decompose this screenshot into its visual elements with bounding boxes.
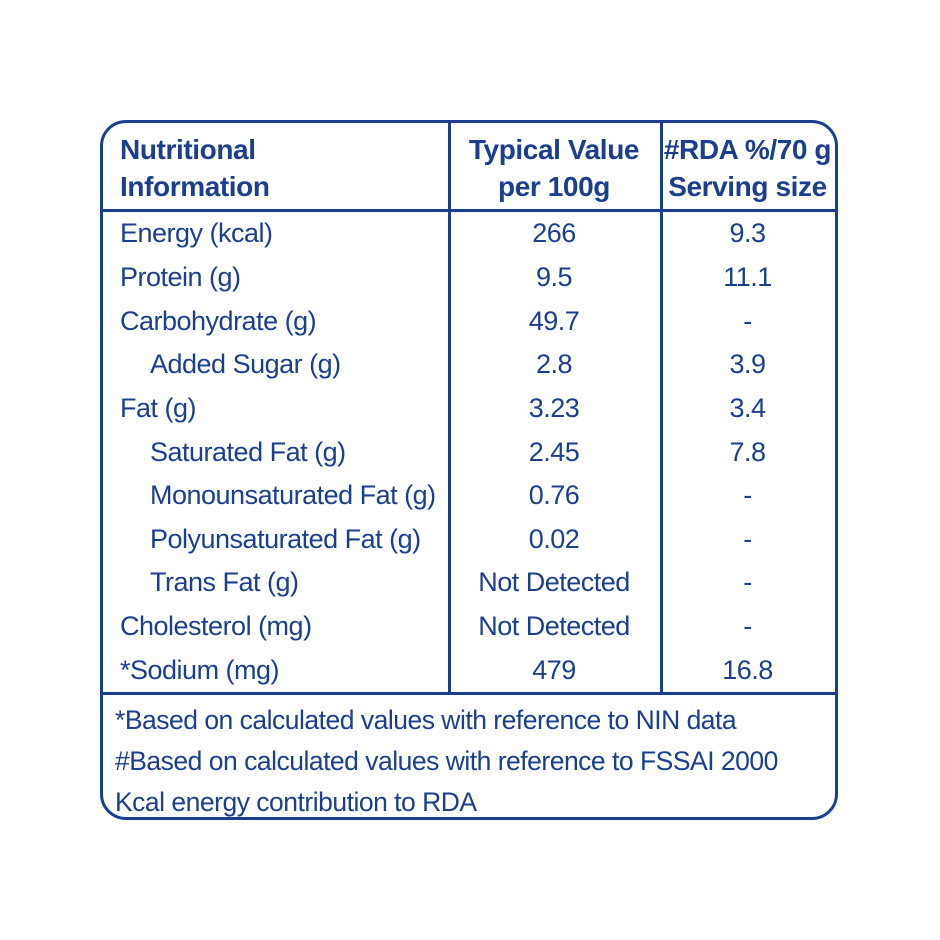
nutrient-label: Polyunsaturated Fat (g)	[150, 523, 421, 554]
nutrient-rda: 3.4	[729, 392, 766, 423]
nutrient-value: 479	[532, 654, 576, 685]
nutrient-value: 0.76	[528, 480, 580, 511]
nutrient-label: Cholesterol (mg)	[120, 611, 312, 642]
nutrient-value: 49.7	[528, 305, 580, 336]
nutrient-rda: 7.8	[729, 436, 766, 467]
nutrient-label: *Sodium (mg)	[120, 654, 280, 685]
nutrient-label: Trans Fat (g)	[150, 567, 299, 598]
nutrient-label: Added Sugar (g)	[150, 349, 341, 380]
table-row-energy: Energy (kcal) 266 9.3	[103, 212, 835, 256]
table-row-polyunsaturated-fat: Polyunsaturated Fat (g) 0.02 -	[103, 517, 835, 561]
header-nutritional-information: Nutritional Information	[120, 134, 270, 202]
column-divider	[660, 123, 663, 692]
nutrient-label: Energy (kcal)	[120, 218, 273, 249]
nutrient-rda: 11.1	[723, 261, 772, 292]
table-header-row: Nutritional Information Typical Value pe…	[103, 123, 835, 212]
table-row-fat: Fat (g) 3.23 3.4	[103, 387, 835, 431]
table-row-carbohydrate: Carbohydrate (g) 49.7 -	[103, 299, 835, 343]
nutrient-rda: -	[743, 523, 752, 554]
footnotes: *Based on calculated values with referen…	[103, 692, 835, 823]
footnote-nin: *Based on calculated values with referen…	[115, 705, 737, 735]
header-rda-serving: #RDA %/70 g Serving size	[663, 134, 832, 202]
nutrient-value: 9.5	[535, 261, 573, 292]
table-body: Energy (kcal) 266 9.3 Protein (g) 9.5 11…	[103, 212, 835, 692]
nutrient-label: Fat (g)	[120, 392, 197, 423]
nutrient-label: Carbohydrate (g)	[120, 305, 317, 336]
table-row-saturated-fat: Saturated Fat (g) 2.45 7.8	[103, 430, 835, 474]
nutrient-value: 3.23	[528, 392, 580, 423]
nutrient-label: Monounsaturated Fat (g)	[150, 480, 436, 511]
table-row-monounsaturated-fat: Monounsaturated Fat (g) 0.76 -	[103, 474, 835, 518]
header-typical-value: Typical Value per 100g	[468, 134, 640, 202]
nutrient-label: Saturated Fat (g)	[150, 436, 346, 467]
nutrient-rda: -	[743, 480, 752, 511]
table-row-added-sugar: Added Sugar (g) 2.8 3.9	[103, 343, 835, 387]
nutrient-rda: -	[743, 611, 752, 642]
nutrient-rda: 16.8	[722, 654, 773, 685]
nutrient-label: Protein (g)	[120, 261, 241, 292]
column-divider	[448, 123, 451, 692]
table-row-protein: Protein (g) 9.5 11.1	[103, 256, 835, 300]
nutrition-table: Nutritional Information Typical Value pe…	[100, 120, 838, 820]
nutrient-rda: 3.9	[729, 349, 766, 380]
nutrient-value: 2.45	[528, 436, 580, 467]
footnote-fssai: #Based on calculated values with referen…	[115, 746, 778, 817]
nutrient-value: 2.8	[535, 349, 573, 380]
nutrient-value: Not Detected	[478, 611, 630, 642]
nutrient-value: Not Detected	[478, 567, 630, 598]
table-row-cholesterol: Cholesterol (mg) Not Detected -	[103, 605, 835, 649]
nutrient-rda: -	[743, 305, 752, 336]
nutrient-value: 0.02	[528, 523, 580, 554]
nutrient-value: 266	[532, 218, 576, 249]
table-row-sodium: *Sodium (mg) 479 16.8	[103, 648, 835, 692]
table-row-trans-fat: Trans Fat (g) Not Detected -	[103, 561, 835, 605]
nutrient-rda: 9.3	[729, 218, 766, 249]
nutrient-rda: -	[743, 567, 752, 598]
